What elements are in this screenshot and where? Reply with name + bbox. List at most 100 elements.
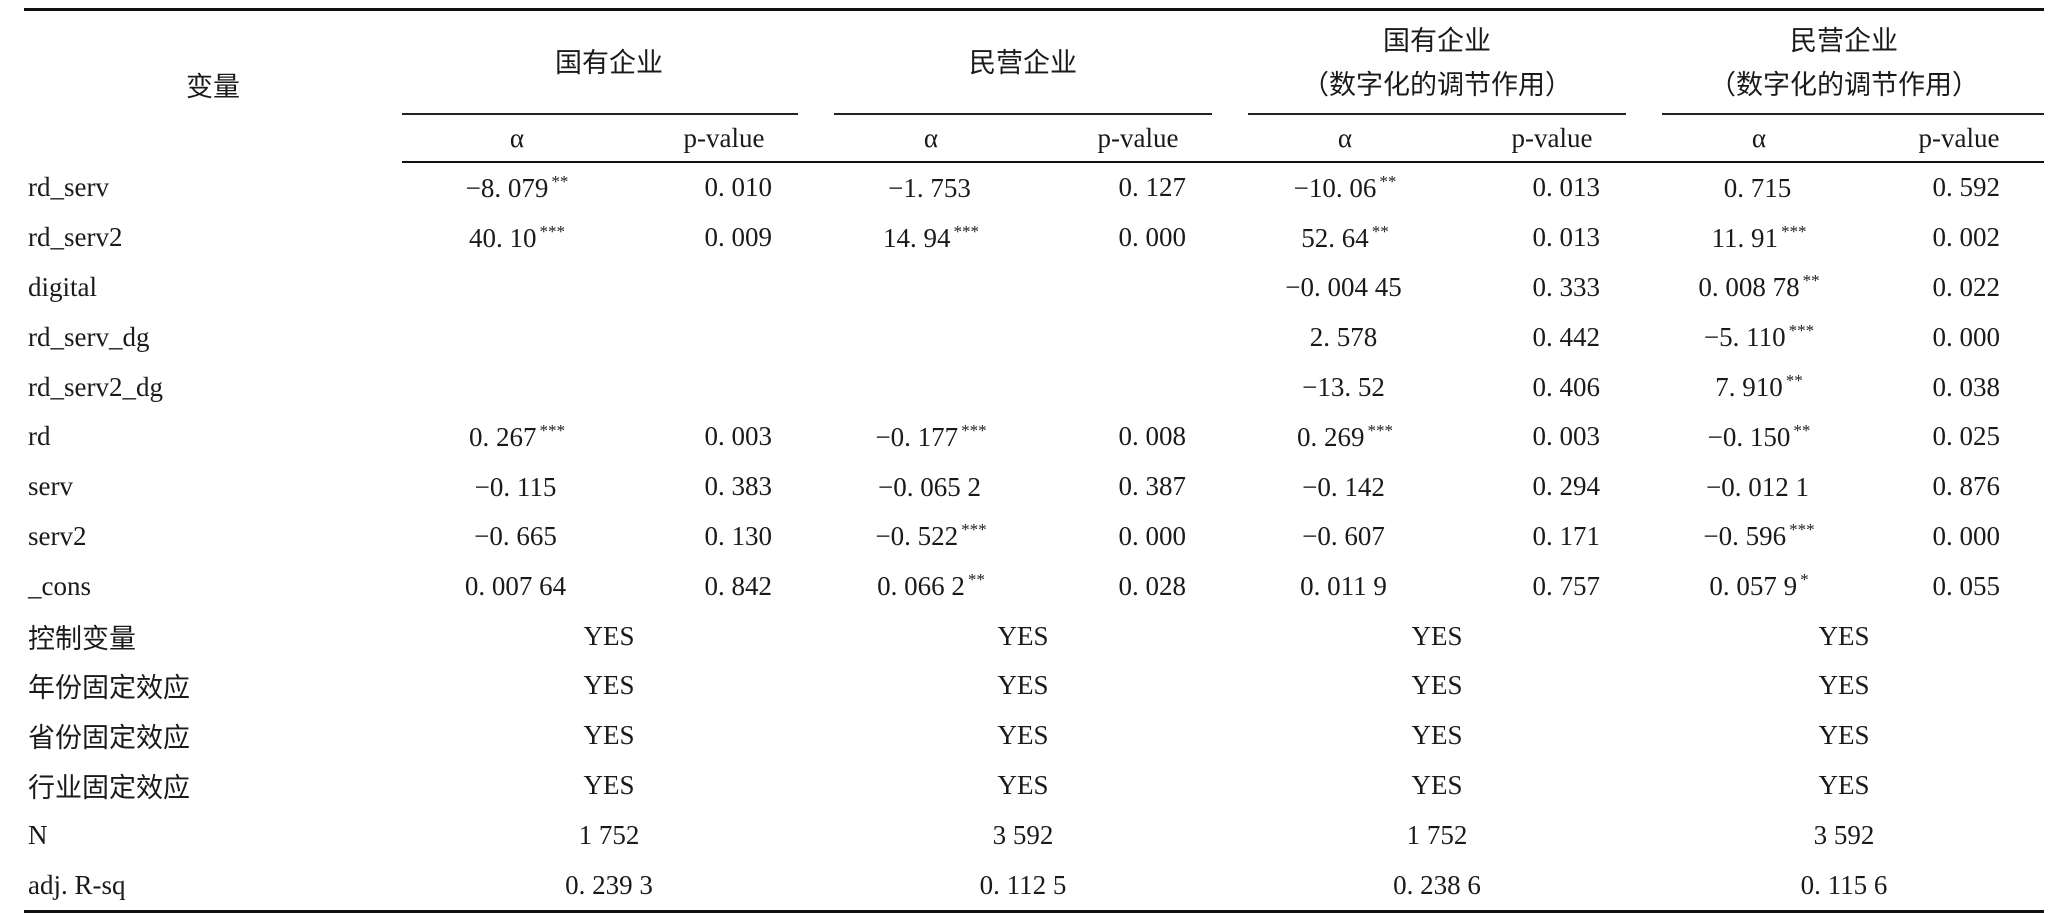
p-value-cell: 0. 055 [1932, 570, 2001, 601]
table-row: rd_serv2 40. 10 *** 0. 009 14. 94 *** 0. 000 52… [24, 213, 2044, 263]
row-label: serv [28, 471, 73, 502]
regression-table: 变量 国有企业 民营企业 国有企业 （数字化的调节作用） 民营企业 （数字化的调… [24, 8, 2044, 913]
summary-cell: YES [583, 769, 635, 800]
p-value-cell: 0. 025 [1932, 421, 2001, 452]
significance-stars: ** [1802, 271, 1820, 291]
p-value-cell: 0. 130 [704, 520, 773, 551]
p-value-cell: 0. 000 [1118, 520, 1187, 551]
summary-cell: 1 752 [578, 819, 640, 850]
significance-stars: *** [1788, 321, 1815, 341]
alpha-cell: 40. 10 *** [402, 213, 632, 263]
table-row: rd_serv −8. 079 ** 0. 010 −1. 753 0. 127 −10. … [24, 162, 2044, 213]
row-label: 年份固定效应 [28, 673, 190, 704]
summary-cell: YES [1818, 720, 1870, 751]
coefficient-value: 0. 269 [1297, 421, 1365, 452]
table-header: 变量 国有企业 民营企业 国有企业 （数字化的调节作用） 民营企业 （数字化的调… [24, 8, 2044, 163]
p-value-cell: 0. 842 [704, 570, 773, 601]
p-value-cell: 0. 294 [1532, 471, 1601, 502]
alpha-header: α [1644, 115, 1874, 163]
coefficient-value: −0. 596 [1703, 521, 1787, 552]
alpha-cell: 0. 008 78 ** [1644, 263, 1874, 313]
table-row: rd_serv_dg 2. 578 0. 442 −5. 110 *** 0. 000 [24, 312, 2044, 362]
p-value-cell: 0. 876 [1932, 471, 2001, 502]
alpha-cell: −0. 012 1 [1644, 462, 1874, 512]
summary-cell: YES [1411, 769, 1463, 800]
p-value-header: p-value [1046, 115, 1230, 163]
coefficient-value: 0. 007 64 [464, 571, 567, 602]
significance-stars: ** [1371, 221, 1389, 241]
alpha-cell: −10. 06 ** [1230, 162, 1460, 213]
summary-cell: YES [1411, 620, 1463, 651]
summary-cell: 3 592 [1813, 819, 1875, 850]
table-row: serv2 −0. 665 0. 130 −0. 522 *** 0. 000 −0. 60… [24, 512, 2044, 562]
p-value-cell: 0. 000 [1932, 321, 2001, 352]
coefficient-value: −1. 753 [888, 172, 971, 203]
coefficient-value: −0. 065 2 [878, 471, 981, 502]
significance-stars: *** [1367, 420, 1394, 440]
alpha-cell: 0. 011 9 [1230, 561, 1460, 611]
alpha-cell: 0. 715 [1644, 162, 1874, 213]
p-value-cell: 0. 022 [1932, 271, 2001, 302]
alpha-cell: −0. 596 *** [1644, 512, 1874, 562]
alpha-cell: 2. 578 [1230, 312, 1460, 362]
group-header-soe: 国有企业 [402, 8, 816, 116]
coefficient-value: −0. 012 1 [1706, 471, 1809, 502]
row-label: _cons [28, 570, 91, 601]
alpha-cell: −8. 079 ** [402, 162, 632, 213]
table-row: 控制变量 YES YES YES YES [24, 611, 2044, 661]
p-value-cell [632, 362, 816, 412]
significance-stars: *** [961, 520, 987, 540]
p-value-cell: 0. 000 [1932, 520, 2001, 551]
row-label: digital [28, 271, 97, 302]
p-value-cell: 0. 010 [704, 172, 773, 203]
summary-cell: 0. 112 5 [816, 860, 1230, 913]
coefficient-value: 7. 910 [1715, 372, 1783, 403]
p-value-cell: 0. 000 [1118, 222, 1187, 253]
summary-cell: YES [997, 620, 1049, 651]
coefficient-value: −8. 079 [465, 172, 549, 203]
p-value-cell [1046, 263, 1230, 313]
row-label: N [28, 819, 48, 850]
coefficient-value: −10. 06 [1293, 172, 1377, 203]
summary-cell: 1 752 [1406, 819, 1468, 850]
alpha-header: α [1230, 115, 1460, 163]
coefficient-value: −0. 665 [474, 521, 557, 552]
p-value-cell: 0. 387 [1118, 471, 1187, 502]
alpha-cell: −0. 177 *** [816, 412, 1046, 462]
p-value-cell: 0. 127 [1118, 172, 1187, 203]
alpha-header: α [816, 115, 1046, 163]
alpha-cell: −0. 004 45 [1230, 263, 1460, 313]
row-label: rd_serv2_dg [28, 371, 163, 402]
alpha-cell: −0. 607 [1230, 512, 1460, 562]
alpha-cell [402, 263, 632, 313]
group-header-private: 民营企业 [816, 8, 1230, 116]
p-value-cell: 0. 028 [1118, 570, 1187, 601]
alpha-cell: 14. 94 *** [816, 213, 1046, 263]
alpha-cell [402, 312, 632, 362]
alpha-cell: −0. 065 2 [816, 462, 1046, 512]
table-row: digital −0. 004 45 0. 333 0. 008 78 ** 0. 022 [24, 263, 2044, 313]
p-value-cell: 0. 002 [1932, 222, 2001, 253]
row-label: adj. R-sq [24, 860, 402, 913]
coefficient-value: 11. 91 [1711, 222, 1779, 253]
alpha-cell: 0. 057 9 * [1644, 561, 1874, 611]
summary-cell: YES [583, 620, 635, 651]
summary-cell: YES [997, 769, 1049, 800]
group-header-soe-digital: 国有企业 （数字化的调节作用） [1230, 8, 1644, 116]
group-header-private-digital: 民营企业 （数字化的调节作用） [1644, 8, 2044, 116]
coefficient-value: −0. 522 [875, 521, 959, 552]
p-value-cell: 0. 008 [1118, 421, 1187, 452]
significance-stars: *** [539, 221, 566, 241]
significance-stars: ** [1785, 371, 1803, 391]
p-value-cell: 0. 757 [1532, 570, 1601, 601]
alpha-cell [816, 263, 1046, 313]
row-label: serv2 [28, 520, 87, 551]
p-value-cell: 0. 038 [1932, 371, 2001, 402]
table-body: rd_serv −8. 079 ** 0. 010 −1. 753 0. 127 −10. … [24, 162, 2044, 913]
summary-cell: YES [1818, 670, 1870, 701]
p-value-cell: 0. 383 [704, 471, 773, 502]
row-label: rd_serv2 [28, 222, 123, 253]
significance-stars: * [1800, 570, 1809, 590]
row-label: rd [28, 421, 51, 452]
p-value-cell: 0. 003 [704, 421, 773, 452]
